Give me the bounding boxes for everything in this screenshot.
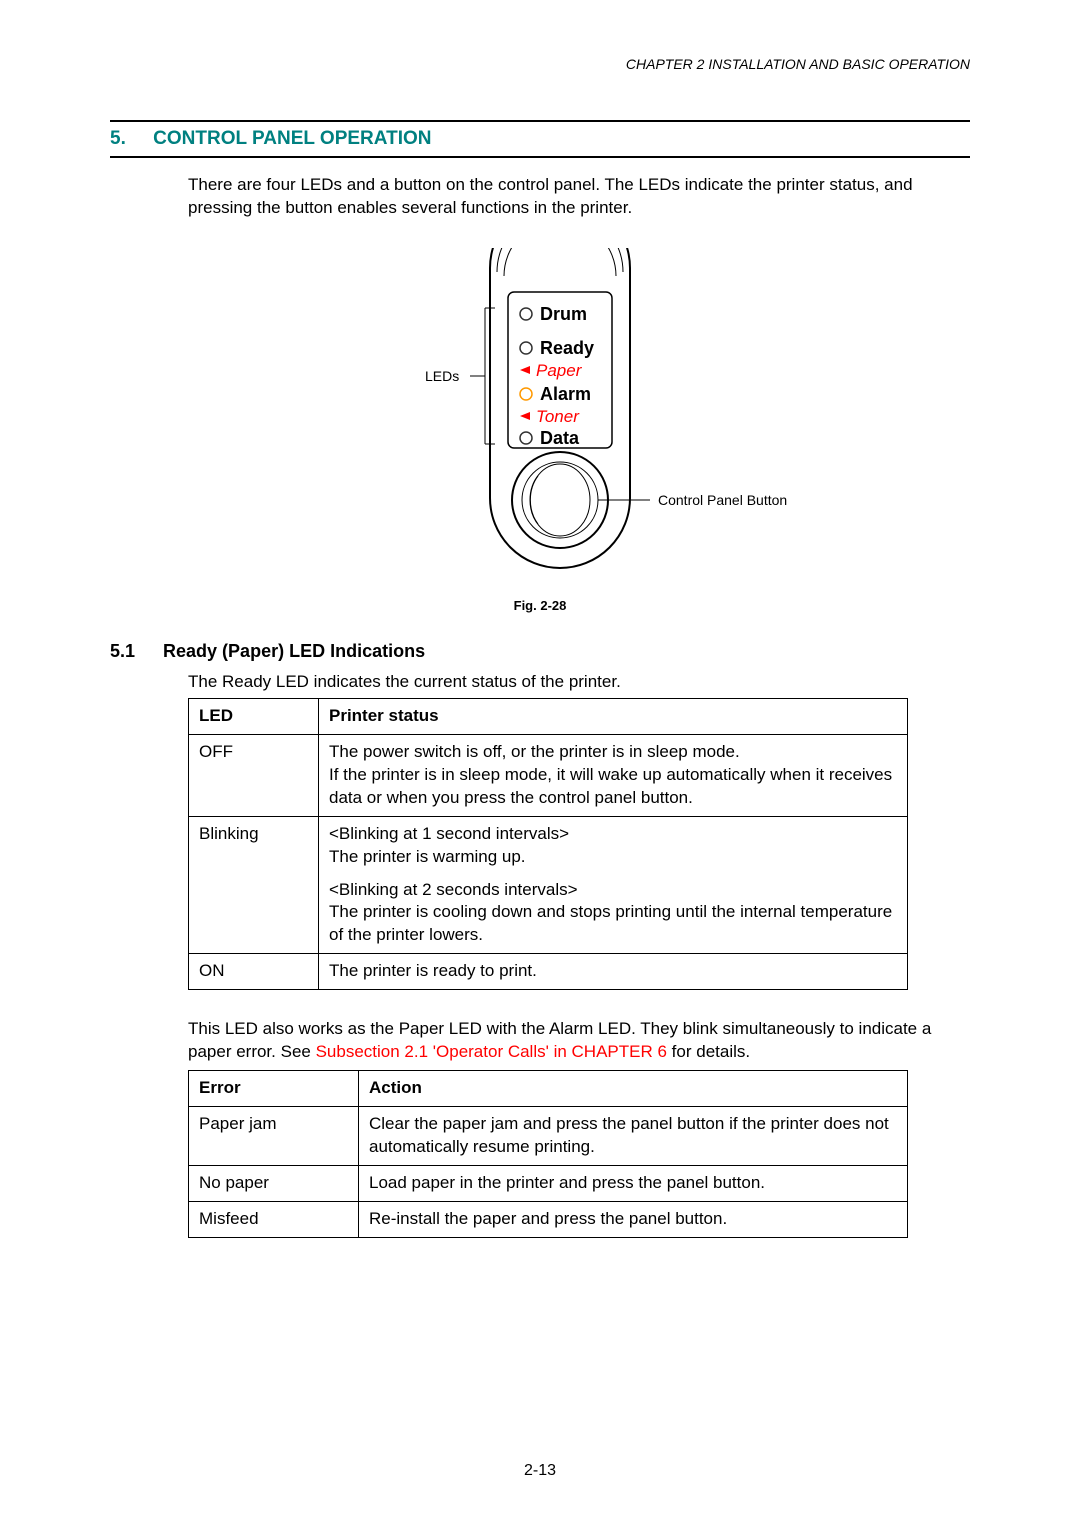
section-header-bar: 5. CONTROL PANEL OPERATION	[110, 120, 970, 158]
page-number: 2-13	[0, 1462, 1080, 1480]
table-row: Paper jam Clear the paper jam and press …	[189, 1107, 908, 1166]
table2-header-error: Error	[189, 1071, 359, 1107]
ready-label: Ready	[540, 338, 594, 358]
table1-header-led: LED	[189, 698, 319, 734]
alarm-led-icon	[520, 388, 532, 400]
figure-caption: Fig. 2-28	[110, 598, 970, 613]
error-action-table: Error Action Paper jam Clear the paper j…	[188, 1070, 908, 1238]
leds-callout: LEDs	[425, 368, 459, 384]
table-row: No paper Load paper in the printer and p…	[189, 1165, 908, 1201]
section-title: CONTROL PANEL OPERATION	[153, 128, 431, 149]
subsection-description: The Ready LED indicates the current stat…	[188, 672, 970, 692]
toner-label: Toner	[536, 407, 580, 426]
data-led-icon	[520, 432, 532, 444]
table1-header-status: Printer status	[319, 698, 908, 734]
paper-label: Paper	[536, 361, 583, 380]
chapter-header: CHAPTER 2 INSTALLATION AND BASIC OPERATI…	[110, 56, 970, 72]
data-label: Data	[540, 428, 580, 448]
table-row: OFF The power switch is off, or the prin…	[189, 734, 908, 816]
subsection-title: Ready (Paper) LED Indications	[163, 641, 425, 662]
table-row: ON The printer is ready to print.	[189, 954, 908, 990]
led-status-table: LED Printer status OFF The power switch …	[188, 698, 908, 990]
ready-led-icon	[520, 342, 532, 354]
table2-header-action: Action	[359, 1071, 908, 1107]
table-row: Blinking <Blinking at 1 second intervals…	[189, 816, 908, 954]
button-callout: Control Panel Button	[658, 492, 787, 508]
intro-paragraph: There are four LEDs and a button on the …	[188, 174, 970, 220]
section-number: 5.	[110, 128, 126, 149]
cross-reference-link[interactable]: Subsection 2.1 'Operator Calls' in CHAPT…	[316, 1042, 667, 1061]
drum-led-icon	[520, 308, 532, 320]
control-panel-diagram: Drum Ready Paper Alarm Toner Data LEDs C…	[110, 248, 970, 588]
note-paragraph: This LED also works as the Paper LED wit…	[188, 1018, 970, 1064]
table-row: Misfeed Re-install the paper and press t…	[189, 1201, 908, 1237]
alarm-label: Alarm	[540, 384, 591, 404]
drum-label: Drum	[540, 304, 587, 324]
subsection-number: 5.1	[110, 641, 135, 662]
